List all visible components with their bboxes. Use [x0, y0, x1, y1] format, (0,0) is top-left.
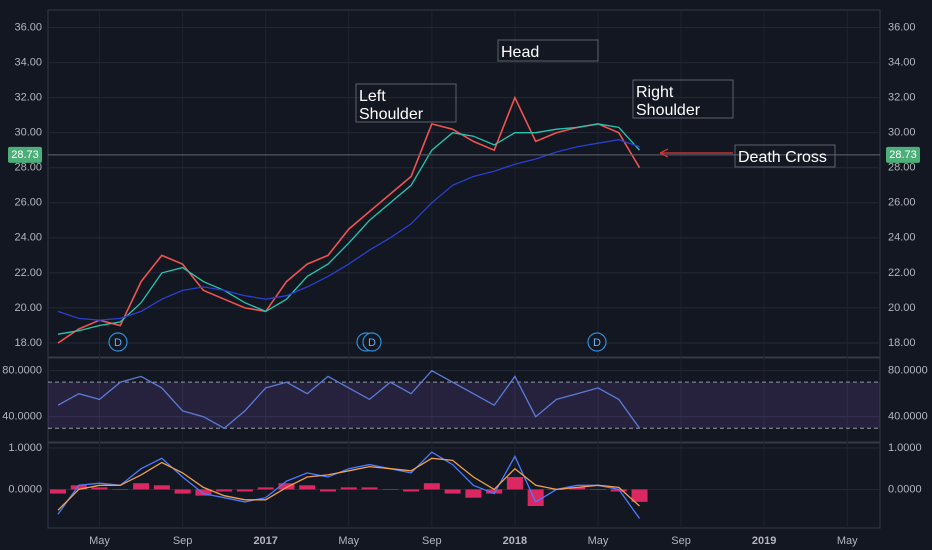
annotation-text: Shoulder	[359, 106, 424, 123]
histogram-bar	[174, 489, 191, 494]
series-line	[57, 457, 640, 511]
histogram-bar	[444, 489, 461, 494]
dividend-label: D	[114, 337, 122, 349]
y-tick-label: 40.0000	[2, 411, 42, 423]
x-tick-label: May	[837, 535, 858, 547]
x-tick-label: May	[588, 535, 609, 547]
series-line	[57, 369, 641, 429]
y-tick-label: 30.00	[14, 127, 42, 139]
x-tick-label: 2018	[503, 535, 527, 547]
histogram-bar	[486, 489, 503, 494]
y-tick-label: 32.00	[888, 92, 916, 104]
y-tick-label: 1.0000	[8, 442, 42, 454]
histogram-bar	[216, 489, 233, 492]
histogram-bar	[361, 487, 378, 490]
histogram-bar	[382, 489, 399, 490]
y-tick-label: 32.00	[14, 92, 42, 104]
y-tick-label: 1.0000	[888, 442, 922, 454]
y-tick-label: 0.0000	[8, 483, 42, 495]
price-tag	[8, 146, 42, 163]
histogram-bar	[195, 489, 212, 496]
histogram-bar	[506, 477, 523, 490]
annotation-text: Left	[359, 88, 386, 105]
annotation-text: Death Cross	[738, 149, 827, 166]
y-tick-label: 36.00	[888, 21, 916, 33]
histogram-bar	[91, 487, 108, 490]
histogram-bar	[465, 489, 482, 498]
annotation-box	[497, 39, 599, 62]
y-tick-label: 34.00	[888, 56, 916, 68]
y-tick-label: 18.00	[888, 337, 916, 349]
y-tick-label: 40.0000	[888, 411, 928, 423]
series-line	[57, 451, 641, 519]
y-tick-label: 28.00	[888, 162, 916, 174]
y-tick-label: 22.00	[14, 267, 42, 279]
y-tick-label: 34.00	[14, 56, 42, 68]
histogram-bar	[153, 485, 170, 490]
histogram-bar	[299, 485, 316, 490]
histogram-bar	[340, 487, 357, 490]
annotation-text: Shoulder	[636, 102, 701, 119]
histogram-bar	[133, 483, 150, 490]
x-tick-label: Sep	[671, 535, 691, 547]
y-tick-label: 20.00	[888, 302, 916, 314]
histogram-bar	[236, 489, 253, 492]
dividend-label: D	[368, 337, 376, 349]
histogram-bar	[257, 487, 274, 490]
dividend-marker	[108, 332, 128, 352]
dividend-label: D	[593, 337, 601, 349]
histogram-bar	[527, 489, 544, 507]
y-tick-label: 28.00	[14, 162, 42, 174]
histogram-bar	[423, 483, 440, 490]
y-tick-label: 80.0000	[2, 365, 42, 377]
histogram-bar	[112, 489, 129, 490]
annotation-box	[632, 79, 734, 119]
last-price-label: 28.73	[889, 149, 917, 161]
last-price-label: 28.73	[11, 149, 39, 161]
y-tick-label: 26.00	[888, 197, 916, 209]
y-tick-label: 0.0000	[888, 483, 922, 495]
histogram-bar	[50, 489, 66, 494]
y-tick-label: 20.00	[14, 302, 42, 314]
histogram-bar	[631, 489, 648, 502]
x-tick-label: Sep	[173, 535, 193, 547]
annotation-text: Right	[636, 84, 674, 101]
histogram-bar	[70, 485, 87, 490]
annotation-box	[734, 144, 836, 168]
x-tick-label: 2017	[253, 535, 277, 547]
pane-frame	[47, 357, 881, 443]
x-tick-label: 2019	[752, 535, 776, 547]
annotation-text: Head	[501, 44, 539, 61]
x-tick-label: May	[338, 535, 359, 547]
y-tick-label: 24.00	[14, 232, 42, 244]
series-line	[57, 95, 641, 344]
y-tick-label: 24.00	[888, 232, 916, 244]
dividend-marker	[362, 332, 382, 352]
dividend-marker	[587, 332, 607, 352]
x-tick-label: Sep	[422, 535, 442, 547]
histogram-bar	[403, 489, 420, 492]
y-tick-label: 30.00	[888, 127, 916, 139]
histogram-bar	[320, 489, 336, 492]
histogram-bar	[278, 483, 295, 490]
series-line	[57, 139, 640, 321]
y-tick-label: 26.00	[14, 197, 42, 209]
y-tick-label: 80.0000	[888, 365, 928, 377]
price-tag	[886, 146, 920, 163]
y-tick-label: 22.00	[888, 267, 916, 279]
y-tick-label: 18.00	[14, 337, 42, 349]
rsi-band	[48, 382, 880, 429]
series-line	[57, 123, 640, 335]
pane-frame	[47, 9, 881, 358]
pane-frame	[47, 442, 881, 529]
x-tick-label: May	[89, 535, 110, 547]
y-tick-label: 36.00	[14, 21, 42, 33]
annotation-box	[355, 83, 457, 123]
arrow-head	[659, 148, 669, 158]
histogram-bar	[569, 487, 586, 490]
histogram-bar	[590, 489, 606, 490]
